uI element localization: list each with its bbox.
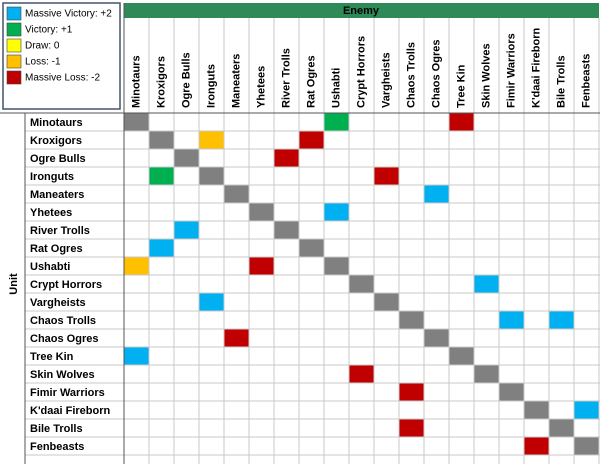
row-header: Chaos Ogres	[30, 333, 98, 345]
diagonal-cell	[524, 401, 549, 419]
legend-swatch	[6, 70, 22, 85]
result-cell	[124, 257, 149, 275]
column-header: Kroxigors	[155, 56, 167, 108]
column-header: Fimir Warriors	[505, 33, 517, 108]
result-cell	[399, 419, 424, 437]
column-header: Ogre Bulls	[180, 52, 192, 108]
row-header: Ironguts	[30, 171, 74, 183]
diagonal-cell	[174, 149, 199, 167]
result-cell	[574, 401, 599, 419]
diagonal-cell	[449, 347, 474, 365]
column-header: Ironguts	[205, 64, 217, 108]
result-cell	[374, 167, 399, 185]
row-header: Ogre Bulls	[30, 153, 86, 165]
diagonal-cell	[549, 419, 574, 437]
row-header: Chaos Trolls	[30, 315, 96, 327]
row-header: Vargheists	[30, 297, 86, 309]
result-cell	[549, 311, 574, 329]
diagonal-cell	[324, 257, 349, 275]
result-cell	[399, 383, 424, 401]
row-header: Minotaurs	[30, 117, 83, 129]
column-header: K'daai Fireborn	[530, 27, 542, 108]
diagonal-cell	[374, 293, 399, 311]
row-header: Maneaters	[30, 189, 84, 201]
result-cell	[324, 113, 349, 131]
result-cell	[224, 329, 249, 347]
column-header: Fenbeasts	[580, 54, 592, 108]
result-cell	[299, 131, 324, 149]
legend-swatch	[6, 6, 22, 21]
legend-label: Massive Loss: -2	[25, 73, 100, 84]
column-header: Rat Ogres	[305, 55, 317, 108]
legend-label: Draw: 0	[25, 41, 60, 52]
result-cell	[199, 293, 224, 311]
diagonal-cell	[199, 167, 224, 185]
result-cell	[199, 131, 224, 149]
column-header: Skin Wolves	[480, 43, 492, 108]
result-cell	[274, 149, 299, 167]
result-cell	[149, 239, 174, 257]
column-header: Maneaters	[230, 54, 242, 108]
result-cell	[474, 275, 499, 293]
row-header: Yhetees	[30, 207, 72, 219]
diagonal-cell	[399, 311, 424, 329]
column-header: Bile Trolls	[555, 55, 567, 108]
diagonal-cell	[574, 437, 599, 455]
row-header: Ushabti	[30, 261, 70, 273]
column-header: Tree Kin	[455, 64, 467, 108]
result-cell	[124, 347, 149, 365]
result-cell	[349, 365, 374, 383]
row-header: Fimir Warriors	[30, 387, 105, 399]
result-cell	[149, 167, 174, 185]
row-header: Bile Trolls	[30, 423, 83, 435]
result-cell	[249, 257, 274, 275]
diagonal-cell	[474, 365, 499, 383]
column-group-label: Enemy	[343, 5, 380, 17]
row-header: Skin Wolves	[30, 369, 95, 381]
result-cell	[324, 203, 349, 221]
legend-swatch	[6, 22, 22, 37]
result-cell	[449, 113, 474, 131]
legend-label: Victory: +1	[25, 25, 73, 36]
row-header: Crypt Horrors	[30, 279, 102, 291]
diagonal-cell	[149, 131, 174, 149]
legend-swatch	[6, 38, 22, 53]
diagonal-cell	[499, 383, 524, 401]
diagonal-cell	[249, 203, 274, 221]
result-cell	[524, 437, 549, 455]
legend-box	[2, 2, 121, 110]
column-header: Vargheists	[380, 52, 392, 108]
column-header: River Trolls	[280, 48, 292, 108]
row-header: Kroxigors	[30, 135, 82, 147]
row-header: Rat Ogres	[30, 243, 83, 255]
column-header: Minotaurs	[130, 55, 142, 108]
column-header: Chaos Trolls	[405, 42, 417, 108]
diagonal-cell	[349, 275, 374, 293]
column-header: Crypt Horrors	[355, 36, 367, 108]
group-header	[124, 3, 599, 18]
column-header: Ushabti	[330, 68, 342, 108]
column-header: Chaos Ogres	[430, 40, 442, 108]
row-header: Fenbeasts	[30, 441, 84, 453]
row-header: River Trolls	[30, 225, 90, 237]
row-header: Tree Kin	[30, 351, 74, 363]
diagonal-cell	[424, 329, 449, 347]
result-cell	[174, 221, 199, 239]
result-cell	[424, 185, 449, 203]
legend-swatch	[6, 54, 22, 69]
diagonal-cell	[124, 113, 149, 131]
diagonal-cell	[299, 239, 324, 257]
legend-label: Massive Victory: +2	[25, 9, 112, 20]
row-group-label: Unit	[8, 273, 20, 295]
diagonal-cell	[274, 221, 299, 239]
legend-label: Loss: -1	[25, 57, 61, 68]
diagonal-cell	[224, 185, 249, 203]
row-header: K'daai Fireborn	[30, 405, 111, 417]
result-cell	[499, 311, 524, 329]
column-header: Yhetees	[255, 66, 267, 108]
